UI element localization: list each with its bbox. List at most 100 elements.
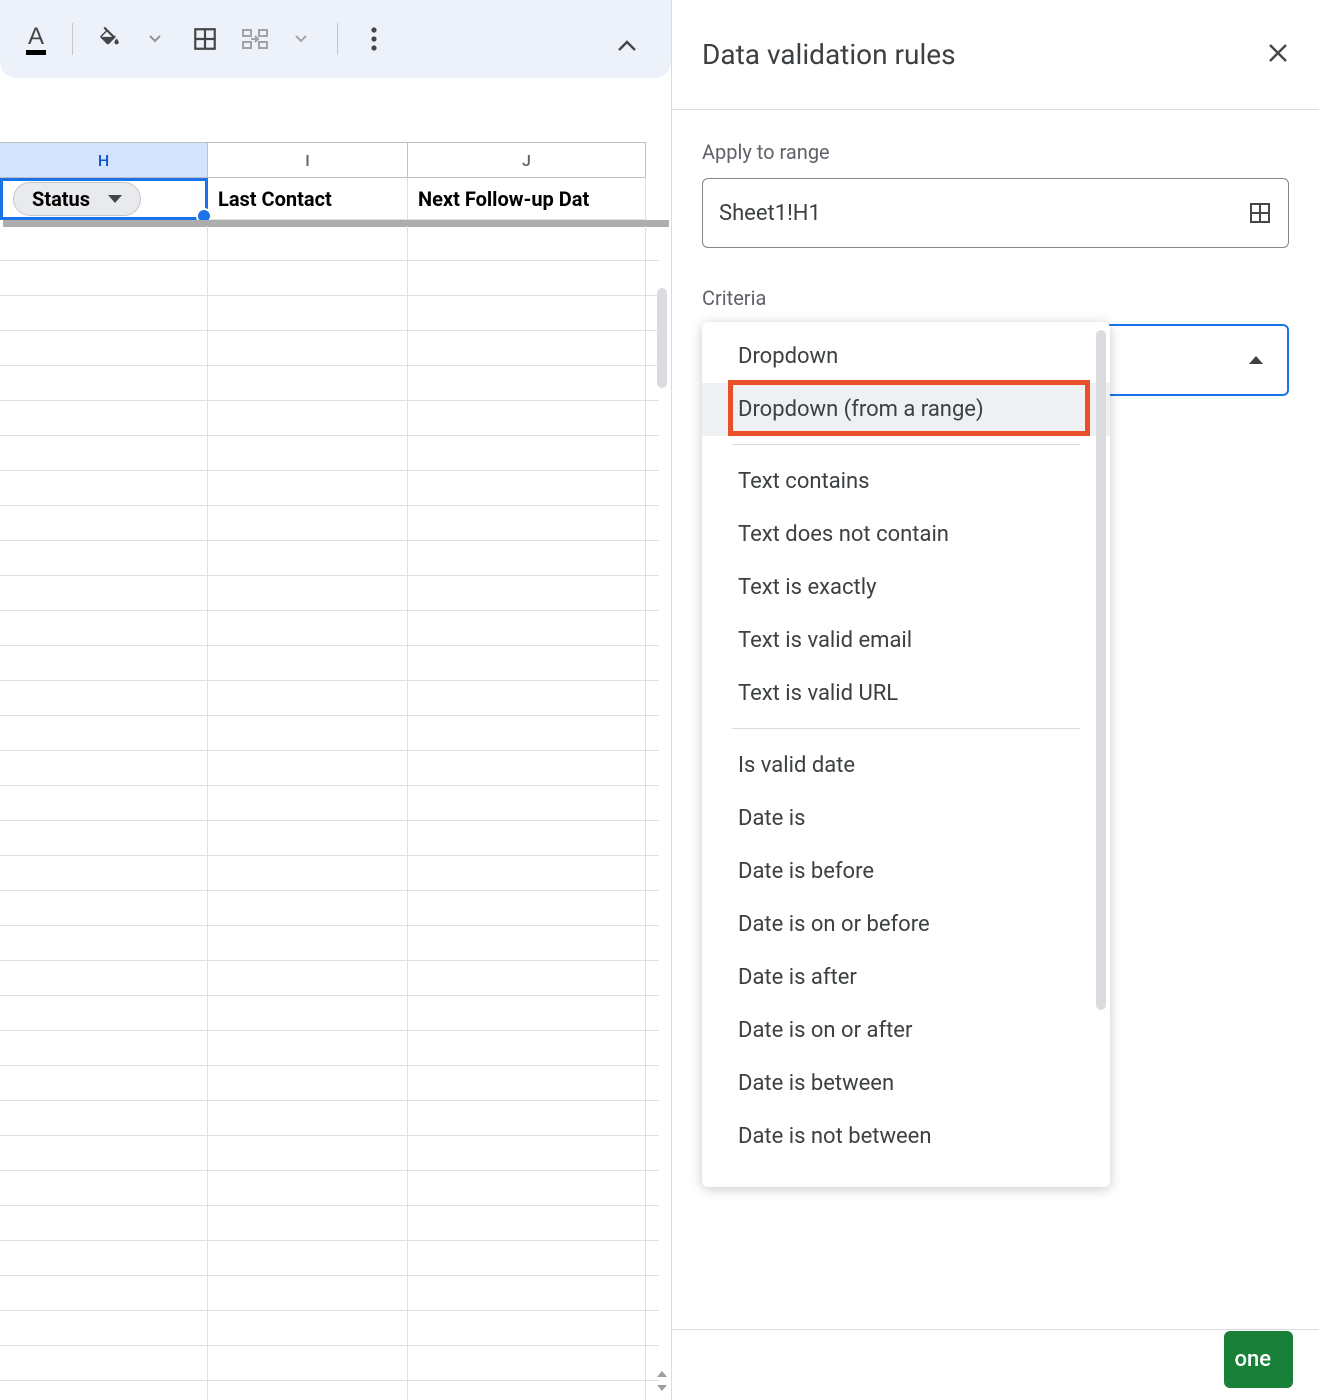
- column-headers: HIJ: [0, 142, 671, 178]
- empty-row[interactable]: [0, 576, 659, 611]
- empty-row[interactable]: [0, 296, 659, 331]
- empty-row[interactable]: [0, 1136, 659, 1171]
- empty-row[interactable]: [0, 926, 659, 961]
- fill-color-button[interactable]: [87, 17, 131, 61]
- empty-row[interactable]: [0, 436, 659, 471]
- empty-row[interactable]: [0, 1381, 659, 1400]
- select-range-icon[interactable]: [1248, 201, 1272, 225]
- apply-to-range-input[interactable]: Sheet1!H1: [702, 178, 1289, 248]
- criteria-option[interactable]: Dropdown: [702, 330, 1110, 383]
- text-color-icon: A: [26, 24, 46, 55]
- panel-header: Data validation rules: [672, 0, 1319, 110]
- empty-row[interactable]: [0, 1241, 659, 1276]
- criteria-option[interactable]: Date is between: [702, 1057, 1110, 1110]
- option-separator: [732, 444, 1080, 445]
- toolbar: A: [0, 0, 671, 78]
- column-header-j[interactable]: J: [408, 142, 646, 178]
- toolbar-separator: [337, 23, 338, 55]
- empty-row[interactable]: [0, 646, 659, 681]
- empty-row[interactable]: [0, 506, 659, 541]
- more-button[interactable]: [352, 17, 396, 61]
- merge-caret[interactable]: [279, 17, 323, 61]
- criteria-option[interactable]: Date is not between: [702, 1110, 1110, 1163]
- header-cell-j[interactable]: Next Follow-up Dat: [408, 178, 646, 220]
- empty-row[interactable]: [0, 261, 659, 296]
- header-cell-i[interactable]: Last Contact: [208, 178, 408, 220]
- empty-row[interactable]: [0, 961, 659, 996]
- popup-scrollbar[interactable]: [1096, 330, 1106, 1010]
- panel-footer-separator: [672, 1329, 1319, 1330]
- empty-row[interactable]: [0, 891, 659, 926]
- option-separator: [732, 728, 1080, 729]
- column-header-i[interactable]: I: [208, 142, 408, 178]
- empty-row[interactable]: [0, 226, 659, 261]
- text-color-button[interactable]: A: [14, 17, 58, 61]
- empty-row[interactable]: [0, 1346, 659, 1381]
- apply-to-range-label: Apply to range: [702, 140, 1289, 164]
- empty-row[interactable]: [0, 856, 659, 891]
- empty-row[interactable]: [0, 331, 659, 366]
- empty-row[interactable]: [0, 541, 659, 576]
- panel-title: Data validation rules: [702, 38, 956, 71]
- criteria-option[interactable]: Text is valid email: [702, 614, 1110, 667]
- criteria-option[interactable]: Date is before: [702, 845, 1110, 898]
- scrollbar-arrows[interactable]: [655, 1368, 669, 1394]
- borders-icon: [192, 26, 218, 52]
- borders-button[interactable]: [183, 17, 227, 61]
- chevron-up-icon: [617, 39, 637, 53]
- criteria-option[interactable]: Date is on or before: [702, 898, 1110, 951]
- fill-color-caret[interactable]: [133, 17, 177, 61]
- empty-row[interactable]: [0, 996, 659, 1031]
- empty-row[interactable]: [0, 1066, 659, 1101]
- empty-row[interactable]: [0, 1276, 659, 1311]
- empty-row[interactable]: [0, 681, 659, 716]
- close-icon: [1267, 42, 1289, 64]
- empty-row[interactable]: [0, 401, 659, 436]
- criteria-option[interactable]: Text contains: [702, 455, 1110, 508]
- empty-row[interactable]: [0, 1101, 659, 1136]
- empty-row[interactable]: [0, 821, 659, 856]
- more-vertical-icon: [371, 26, 377, 52]
- chip-label: Status: [32, 187, 90, 211]
- criteria-option[interactable]: Dropdown (from a range): [702, 383, 1110, 436]
- empty-row[interactable]: [0, 786, 659, 821]
- header-cell-h[interactable]: Status: [0, 178, 208, 220]
- empty-row[interactable]: [0, 611, 659, 646]
- spreadsheet-pane: A: [0, 0, 672, 1400]
- empty-grid[interactable]: [0, 226, 659, 1400]
- empty-row[interactable]: [0, 471, 659, 506]
- toolbar-separator: [72, 23, 73, 55]
- arrow-down-icon: [655, 1382, 669, 1394]
- criteria-option[interactable]: Text does not contain: [702, 508, 1110, 561]
- criteria-select[interactable]: DropdownDropdown (from a range)Text cont…: [702, 324, 1289, 396]
- header-row: Status Last ContactNext Follow-up Dat: [0, 178, 646, 220]
- empty-row[interactable]: [0, 751, 659, 786]
- empty-row[interactable]: [0, 366, 659, 401]
- vertical-scrollbar[interactable]: [657, 288, 667, 388]
- empty-row[interactable]: [0, 1311, 659, 1346]
- criteria-option[interactable]: Is valid date: [702, 739, 1110, 792]
- caret-up-icon: [1249, 356, 1263, 364]
- criteria-option[interactable]: Text is exactly: [702, 561, 1110, 614]
- empty-row[interactable]: [0, 1031, 659, 1066]
- criteria-option[interactable]: Date is after: [702, 951, 1110, 1004]
- sheet-grid[interactable]: HIJ Status Last ContactNext Follow-up Dat: [0, 78, 671, 1400]
- close-panel-button[interactable]: [1267, 42, 1289, 68]
- collapse-toolbar-button[interactable]: [605, 24, 649, 68]
- dropdown-chip[interactable]: Status: [13, 182, 141, 216]
- merge-cells-button[interactable]: [233, 17, 277, 61]
- empty-row[interactable]: [0, 1206, 659, 1241]
- panel-body: Apply to range Sheet1!H1 Criteria Dropdo…: [672, 110, 1319, 1400]
- criteria-option[interactable]: Date is: [702, 792, 1110, 845]
- caret-down-icon: [108, 195, 122, 203]
- data-validation-panel: Data validation rules Apply to range She…: [672, 0, 1319, 1400]
- criteria-option[interactable]: Date is on or after: [702, 1004, 1110, 1057]
- merge-icon: [241, 28, 269, 50]
- empty-row[interactable]: [0, 1171, 659, 1206]
- range-value: Sheet1!H1: [719, 201, 821, 226]
- empty-row[interactable]: [0, 716, 659, 751]
- caret-down-icon: [295, 35, 307, 43]
- column-header-h[interactable]: H: [0, 142, 208, 178]
- criteria-option[interactable]: Text is valid URL: [702, 667, 1110, 720]
- done-button[interactable]: one: [1224, 1331, 1293, 1388]
